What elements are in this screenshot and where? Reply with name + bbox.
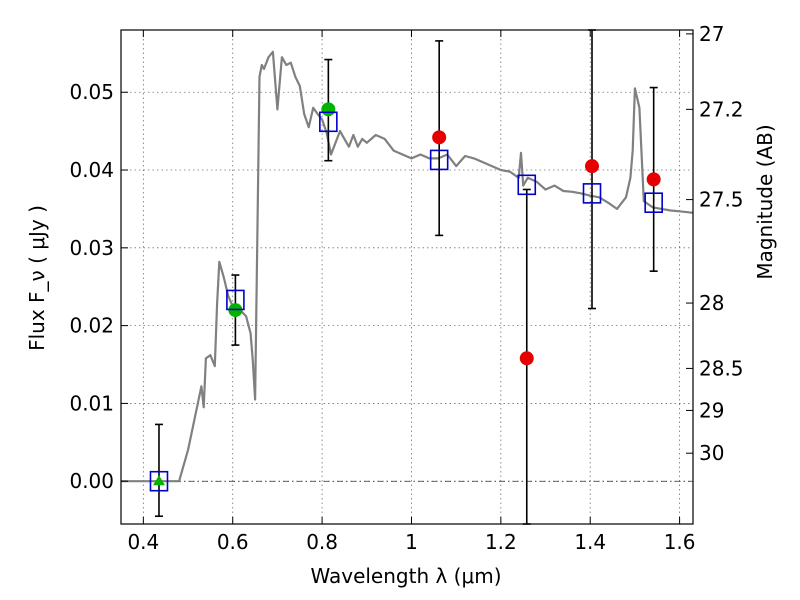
model-flux-square-0	[149, 470, 169, 492]
model-flux-square-3	[429, 149, 449, 171]
model-flux-markers	[149, 111, 663, 492]
nondetection-point-2	[585, 159, 600, 174]
nondetection-point-3	[646, 172, 661, 187]
detection-triangle-0	[152, 475, 165, 486]
model-flux-square-1	[226, 289, 245, 311]
right-tick-label: 28.5	[699, 356, 744, 380]
y-axis-ticks: 0.00 0.01 0.02 0.03 0.04 0.05	[69, 80, 128, 493]
model-sed-series	[121, 50, 694, 483]
x-tick-label: 0.8	[306, 530, 338, 554]
model-flux-square-4	[517, 174, 537, 196]
x-tick-label: 1.4	[574, 530, 606, 554]
nondetection-point-0	[432, 130, 447, 145]
data-markers	[152, 102, 661, 486]
right-tick-label: 28	[699, 291, 724, 315]
y-tick-label: 0.03	[69, 236, 114, 260]
right-axis-ticks: 27 27.2 27.5 28 28.5 29 30	[686, 22, 744, 465]
x-axis-ticks: 0.4 0.6 0.8 1 1.2 1.4 1.6	[127, 30, 696, 554]
right-tick-label: 27	[699, 22, 724, 46]
model-flux-square-2	[319, 111, 338, 133]
right-tick-label: 30	[699, 441, 724, 465]
y-tick-label: 0.05	[69, 80, 114, 104]
y-tick-label: 0.00	[69, 469, 114, 493]
x-tick-label: 0.6	[217, 530, 249, 554]
plot-frame	[120, 29, 694, 525]
right-tick-label: 27.5	[699, 188, 744, 212]
grid	[121, 30, 693, 524]
model-sed-line	[121, 50, 694, 483]
nondetection-point-1	[519, 351, 534, 366]
right-tick-label: 27.2	[699, 97, 744, 121]
y-tick-label: 0.02	[69, 314, 114, 338]
model-flux-square-5	[582, 183, 602, 204]
y-tick-label: 0.01	[69, 391, 114, 415]
model-flux-square-6	[644, 192, 663, 214]
x-tick-label: 1.2	[485, 530, 517, 554]
x-tick-label: 1.6	[664, 530, 696, 554]
right-tick-label: 29	[699, 398, 724, 422]
error-bars	[154, 29, 658, 525]
x-axis-title: Wavelength λ (μm)	[310, 564, 501, 588]
x-tick-label: 1	[405, 530, 418, 554]
detection-point-2	[321, 102, 336, 117]
right-axis-title: Magnitude (AB)	[753, 124, 777, 279]
x-tick-label: 0.4	[127, 530, 159, 554]
y-tick-label: 0.04	[69, 158, 114, 182]
y-axis-title: Flux F_ν ( μJy )	[25, 205, 49, 351]
